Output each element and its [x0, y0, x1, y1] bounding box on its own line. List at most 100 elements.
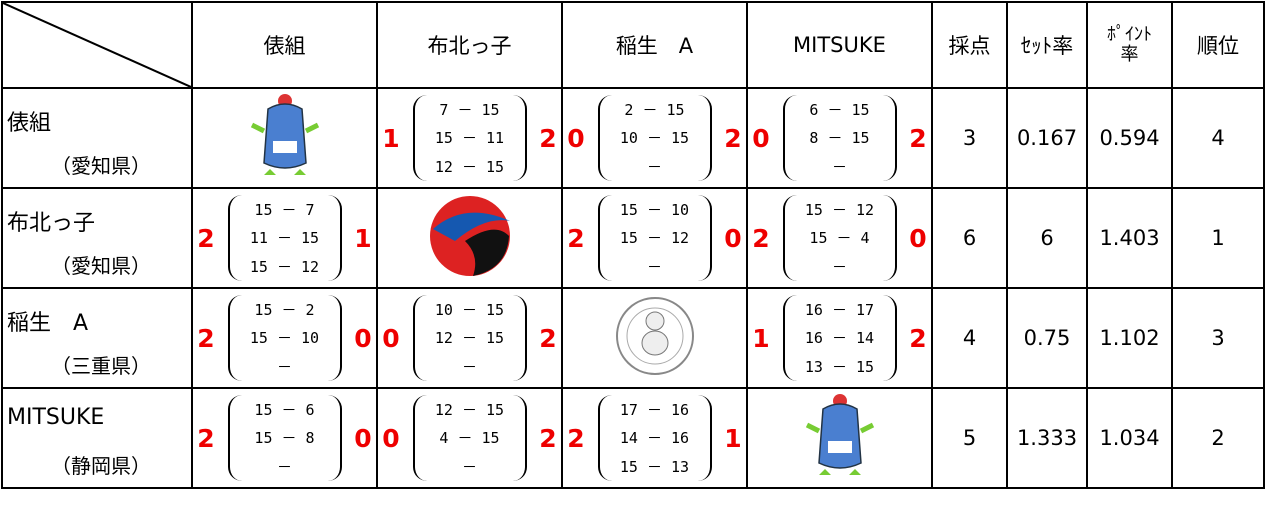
- match-cell: 2 15 － 7 11 － 15 15 － 12 1: [191, 187, 378, 289]
- set-score: 10 － 15: [619, 129, 690, 148]
- sets-won: 0: [382, 423, 400, 453]
- points: 6: [931, 187, 1008, 289]
- set-score: 15 － 10: [249, 329, 320, 348]
- sets-won: 0: [567, 123, 585, 153]
- match-cell: 0 10 － 15 12 － 15 － 2: [376, 287, 563, 389]
- column-header: MITSUKE: [746, 1, 933, 89]
- set-score: 13 － 15: [804, 358, 875, 377]
- set-score: 11 － 15: [249, 229, 320, 248]
- set-rate: 6: [1006, 187, 1088, 289]
- team-prefecture: （愛知県）: [51, 254, 151, 278]
- set-scores: 10 － 15 12 － 15 －: [412, 295, 527, 381]
- set-scores: 17 － 16 14 － 16 15 － 13: [597, 395, 712, 481]
- team-name: 俵組: [7, 111, 52, 136]
- set-scores: 15 － 6 15 － 8 －: [227, 395, 342, 481]
- team-name: 布北っ子: [7, 211, 96, 236]
- sets-won: 1: [752, 323, 770, 353]
- sets-won: 2: [567, 423, 585, 453]
- sets-won: 2: [197, 423, 215, 453]
- column-header: ｾｯﾄ率: [1006, 1, 1088, 89]
- set-scores: 15 － 12 15 － 4 －: [782, 195, 897, 281]
- point-rate: 0.594: [1086, 87, 1173, 189]
- set-score: －: [646, 258, 662, 277]
- set-score: 16 － 14: [804, 329, 875, 348]
- column-header: 順位: [1171, 1, 1265, 89]
- sets-lost: 2: [909, 123, 927, 153]
- sets-lost: 0: [724, 223, 742, 253]
- match-cell: 0 2 － 15 10 － 15 － 2: [561, 87, 748, 189]
- match-result: 2 15 － 2 15 － 10 － 0: [193, 295, 376, 381]
- match-result: 1 16 － 17 16 － 14 13 － 15 2: [748, 295, 931, 381]
- team-cell: 稲生 A （三重県）: [1, 287, 193, 389]
- diagonal-cell: [1, 1, 193, 89]
- point-rate: 1.102: [1086, 287, 1173, 389]
- set-score: －: [461, 358, 477, 377]
- set-score: 17 － 16: [619, 400, 690, 419]
- match-cell: 2 17 － 16 14 － 16 15 － 13 1: [561, 387, 748, 489]
- set-score: 2 － 15: [624, 100, 685, 119]
- team-name: MITSUKE: [7, 405, 105, 430]
- set-rate: 0.167: [1006, 87, 1088, 189]
- header-row: 俵組 布北っ子 稲生 A MITSUKE 採点 ｾｯﾄ率 ﾎﾟｲﾝﾄ率 順位: [1, 1, 1265, 89]
- rank: 3: [1171, 287, 1265, 389]
- sets-lost: 1: [354, 223, 372, 253]
- set-score: 15 － 2: [254, 300, 315, 319]
- match-result: 1 7 － 15 15 － 11 12 － 15 2: [378, 95, 561, 181]
- match-result: 2 15 － 12 15 － 4 － 0: [748, 195, 931, 281]
- set-scores: 6 － 15 8 － 15 －: [782, 95, 897, 181]
- set-score: 15 － 13: [619, 458, 690, 477]
- sets-lost: 2: [909, 323, 927, 353]
- rank: 2: [1171, 387, 1265, 489]
- set-scores: 2 － 15 10 － 15 －: [597, 95, 712, 181]
- set-score: 12 － 15: [434, 329, 505, 348]
- set-score: －: [646, 158, 662, 177]
- set-rate: 0.75: [1006, 287, 1088, 389]
- set-score: 15 － 4: [809, 229, 870, 248]
- team-logo: [250, 93, 319, 175]
- set-score: 16 － 17: [804, 300, 875, 319]
- sets-lost: 0: [909, 223, 927, 253]
- match-result: 2 15 － 7 11 － 15 15 － 12 1: [193, 195, 376, 281]
- team-cell: 俵組 （愛知県）: [1, 87, 193, 189]
- match-cell: 1 7 － 15 15 － 11 12 － 15 2: [376, 87, 563, 189]
- set-score: 7 － 15: [439, 100, 500, 119]
- column-header: 俵組: [191, 1, 378, 89]
- point-rate: 1.034: [1086, 387, 1173, 489]
- set-scores: 12 － 15 4 － 15 －: [412, 395, 527, 481]
- match-cell: 0 12 － 15 4 － 15 － 2: [376, 387, 563, 489]
- set-score: 15 － 11: [434, 129, 505, 148]
- match-cell: 2 15 － 10 15 － 12 － 0: [561, 187, 748, 289]
- set-score: 15 － 7: [254, 200, 315, 219]
- match-cell: 2 15 － 6 15 － 8 － 0: [191, 387, 378, 489]
- team-row: 布北っ子 （愛知県） 2 15 － 7 11 － 15 15 － 12 1 2 15 － 10 1…: [1, 187, 1265, 289]
- sets-lost: 0: [354, 323, 372, 353]
- sets-lost: 2: [539, 323, 557, 353]
- set-scores: 15 － 2 15 － 10 －: [227, 295, 342, 381]
- set-score: －: [461, 458, 477, 477]
- set-rate: 1.333: [1006, 387, 1088, 489]
- rank: 1: [1171, 187, 1265, 289]
- team-row: 俵組 （愛知県） 1 7 － 15 15 － 11 12 － 15 2 0 2 － 15 10 －…: [1, 87, 1265, 189]
- set-score: 15 － 12: [249, 258, 320, 277]
- team-name: 稲生 A: [7, 311, 89, 336]
- set-score: 8 － 15: [809, 129, 870, 148]
- sets-won: 2: [752, 223, 770, 253]
- team-row: 稲生 A （三重県） 2 15 － 2 15 － 10 － 0 0 10 － 15 12 － 15…: [1, 287, 1265, 389]
- team-prefecture: （三重県）: [51, 354, 151, 378]
- set-score: 15 － 8: [254, 429, 315, 448]
- set-score: 12 － 15: [434, 400, 505, 419]
- set-score: 15 － 12: [804, 200, 875, 219]
- rank: 4: [1171, 87, 1265, 189]
- points: 3: [931, 87, 1008, 189]
- set-score: 12 － 15: [434, 158, 505, 177]
- sets-won: 2: [197, 323, 215, 353]
- self-cell: [191, 87, 378, 189]
- set-score: 15 － 10: [619, 200, 690, 219]
- match-cell: 2 15 － 2 15 － 10 － 0: [191, 287, 378, 389]
- team-logo: [429, 195, 510, 276]
- points: 4: [931, 287, 1008, 389]
- column-header: ﾎﾟｲﾝﾄ率: [1086, 1, 1173, 89]
- points: 5: [931, 387, 1008, 489]
- sets-lost: 2: [539, 423, 557, 453]
